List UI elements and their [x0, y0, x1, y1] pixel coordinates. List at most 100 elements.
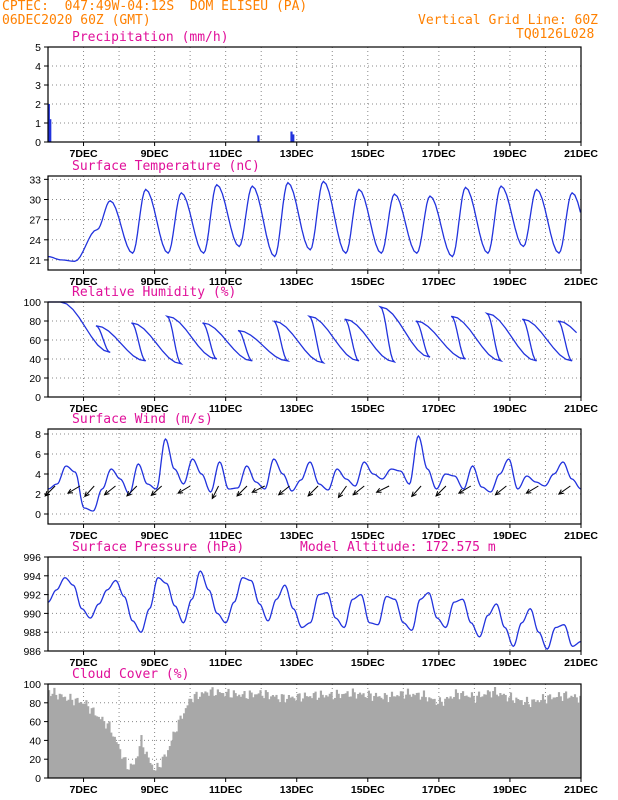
cloud-bar: [346, 691, 349, 778]
panel-0-ytick-label: 5: [35, 42, 41, 54]
cloud-bar: [527, 704, 530, 778]
cloud-bar: [369, 693, 372, 778]
cloud-bar: [111, 736, 115, 778]
cloud-bar: [549, 694, 552, 778]
header-code: TQ0126L028: [516, 27, 595, 42]
cloud-bar: [495, 694, 498, 778]
panel-4-ytick-label: 994: [23, 571, 41, 583]
cloud-bar: [216, 689, 219, 778]
cloud-bar: [406, 688, 410, 778]
wind-speed-line: [47, 434, 582, 512]
cloud-bar: [490, 697, 493, 778]
precip-bar: [47, 104, 50, 142]
cloud-bar: [570, 695, 573, 778]
cloud-bar: [184, 708, 187, 778]
wind-arrow-head: [66, 488, 73, 494]
cloud-bar: [469, 697, 472, 778]
cloud-bar: [53, 687, 56, 778]
panel-3-xtick-label: 21DEC: [564, 530, 598, 542]
panel-1-frame: [47, 175, 582, 271]
cloud-bar: [209, 689, 212, 778]
header-source-line: CPTEC: 047:49W-04:12S DOM ELISEU (PA): [2, 0, 307, 14]
cloud-bar: [525, 696, 529, 778]
cloud-bar: [278, 702, 282, 778]
panel-1-xtick-label: 15DEC: [351, 276, 385, 288]
cloud-bar: [168, 746, 171, 778]
cloud-bar: [271, 695, 275, 778]
cloud-bar: [51, 693, 54, 778]
cloud-bar: [142, 747, 145, 778]
cloud-bar: [165, 756, 168, 778]
cloud-bar: [56, 699, 60, 778]
cloud-bar: [218, 692, 221, 778]
cloud-bar: [193, 694, 196, 778]
cloud-bar: [254, 694, 257, 778]
cloud-bar: [360, 694, 363, 778]
cloud-bar: [330, 691, 333, 778]
panel-2-ytick-label: 60: [29, 335, 41, 347]
panel-5-xtick-label: 13DEC: [280, 784, 314, 796]
cloud-bar: [410, 696, 413, 778]
cloud-bar: [101, 716, 104, 778]
cloud-bar: [474, 702, 477, 778]
cloud-bar: [358, 692, 362, 778]
panel-1-xtick-label: 13DEC: [280, 276, 314, 288]
panel-1-ytick-label: 33: [29, 174, 41, 186]
cloud-bar: [540, 700, 543, 778]
cloud-bar: [145, 751, 148, 778]
cloud-bar: [314, 691, 317, 778]
panel-5-ytick-label: 100: [23, 679, 41, 691]
cloud-bar: [259, 690, 262, 778]
cloud-bar: [117, 744, 120, 778]
cloud-bar: [417, 692, 420, 778]
cloud-bar: [115, 742, 118, 778]
cloud-bar: [188, 698, 191, 778]
cloud-bar: [334, 697, 337, 778]
cloud-bar: [234, 693, 237, 778]
panel-4-xtick-label: 11DEC: [209, 657, 243, 669]
wind-arrow-head: [557, 489, 564, 495]
cloud-bar: [442, 705, 445, 778]
wind-arrow: [67, 485, 81, 494]
panel-3-xtick-label: 13DEC: [280, 530, 314, 542]
cloud-bar: [284, 702, 287, 778]
cloud-bar: [74, 698, 77, 778]
cloud-bar: [190, 698, 193, 778]
cloud-bar: [65, 700, 68, 778]
cloud-bar: [561, 700, 564, 778]
cloud-bar: [449, 696, 452, 778]
cloud-bar: [81, 703, 84, 778]
cloud-bar: [156, 762, 159, 778]
cloud-bar: [186, 705, 189, 778]
cloud-bar: [58, 693, 61, 778]
cloud-bar: [179, 715, 182, 778]
cloud-bar: [241, 694, 244, 778]
panel-0-xtick-label: 11DEC: [209, 148, 243, 160]
wind-arrow: [252, 485, 265, 493]
panel-5-xtick-label: 11DEC: [209, 784, 243, 796]
cloud-bar: [524, 702, 527, 778]
panel-1-ytick-label: 27: [29, 215, 41, 227]
cloud-bar: [211, 687, 214, 778]
cloud-bar: [257, 693, 260, 778]
cloud-bar: [197, 699, 200, 778]
cloud-bar: [550, 699, 553, 778]
cloud-bar: [366, 698, 369, 778]
cloud-bar: [383, 693, 386, 778]
cloud-bar: [415, 692, 418, 778]
panel-0-xtick-label: 21DEC: [564, 148, 598, 160]
cloud-bar: [294, 700, 298, 778]
panel-2-title: Relative Humidity (%): [72, 285, 236, 300]
wind-arrow-head: [457, 488, 464, 494]
cloud-bar: [62, 697, 65, 778]
panel-3-ytick-label: 0: [35, 509, 41, 521]
header-source: CPTEC:: [2, 0, 49, 14]
panel-4-frame: [47, 556, 582, 652]
cloud-bar: [419, 699, 422, 778]
cloud-bar: [460, 693, 463, 778]
cloud-bar: [207, 695, 211, 778]
cloud-bar: [429, 698, 433, 778]
panel-2-frame: [47, 301, 582, 398]
panel-5-ytick-label: 60: [29, 717, 41, 729]
